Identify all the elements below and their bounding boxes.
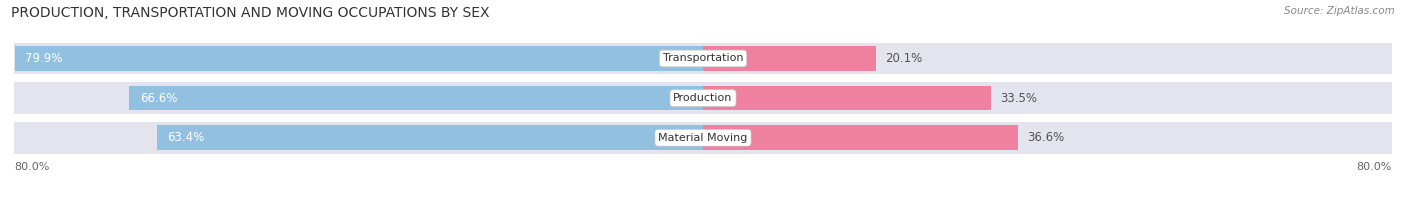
Text: 33.5%: 33.5% <box>1000 92 1038 105</box>
Text: 20.1%: 20.1% <box>884 52 922 65</box>
Bar <box>14 122 1392 154</box>
Text: 66.6%: 66.6% <box>139 92 177 105</box>
Bar <box>703 46 876 71</box>
Text: 80.0%: 80.0% <box>14 162 49 172</box>
Bar <box>14 82 1392 114</box>
Text: 79.9%: 79.9% <box>25 52 63 65</box>
Text: Material Moving: Material Moving <box>658 133 748 143</box>
Text: Source: ZipAtlas.com: Source: ZipAtlas.com <box>1284 6 1395 16</box>
Bar <box>703 86 991 110</box>
Bar <box>15 46 703 71</box>
Bar <box>14 43 1392 74</box>
Bar <box>157 125 703 150</box>
Bar <box>703 125 1018 150</box>
Text: 80.0%: 80.0% <box>1357 162 1392 172</box>
Text: Transportation: Transportation <box>662 53 744 63</box>
Text: 63.4%: 63.4% <box>167 131 205 144</box>
Text: PRODUCTION, TRANSPORTATION AND MOVING OCCUPATIONS BY SEX: PRODUCTION, TRANSPORTATION AND MOVING OC… <box>11 6 489 20</box>
Text: 36.6%: 36.6% <box>1026 131 1064 144</box>
Bar <box>129 86 703 110</box>
Text: Production: Production <box>673 93 733 103</box>
